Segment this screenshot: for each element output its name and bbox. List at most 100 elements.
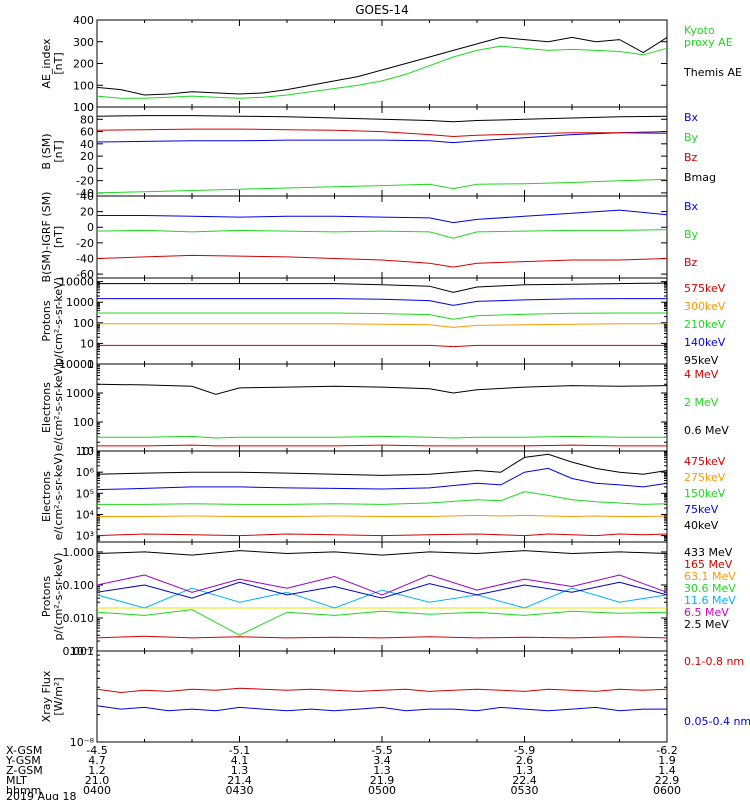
series-line-475keV <box>96 533 668 537</box>
y-tick-label: 20 <box>80 206 94 219</box>
y-axis-label: Electrons <box>40 471 53 522</box>
series-line-75keV <box>96 467 668 491</box>
legend-entry: 275keV <box>684 471 726 484</box>
series-line-2.5-MeV <box>96 581 668 599</box>
legend-entry: 300keV <box>684 300 726 313</box>
footer-value: -6.2 <box>656 744 677 757</box>
legend-entry: proxy AE <box>684 36 733 49</box>
panel-7: 0.001 0.010 0.100 1.000 Protons p/(cm²-s-sr-k… <box>40 541 736 658</box>
y-axis-label: e/(cm²-s-sr-keV) <box>52 453 65 541</box>
series-line-95keV <box>97 282 668 293</box>
footer-value: 22.9 <box>655 774 680 787</box>
series-line-30.6-MeV <box>96 609 668 636</box>
y-axis-label: Protons <box>40 300 53 341</box>
y-tick-label: 40 <box>80 138 94 151</box>
legend-entry: 95keV <box>684 354 719 367</box>
legend-entry: 2.5 MeV <box>684 618 729 631</box>
footer-value: -5.1 <box>229 744 250 757</box>
footer-value: 0400 <box>83 784 111 797</box>
y-tick-label: 0 <box>87 101 94 114</box>
legend-entry: 575keV <box>684 282 726 295</box>
footer-value: 1.3 <box>373 764 391 777</box>
legend-entry: 475keV <box>684 455 726 468</box>
series-line-4-MeV <box>97 444 667 447</box>
footer-value: 1.2 <box>88 764 106 777</box>
footer-value: 0430 <box>226 784 254 797</box>
series-line-Bx <box>97 209 668 224</box>
legend-entry: 11.6 MeV <box>684 594 736 607</box>
legend-entry: Bz <box>684 256 698 269</box>
series-line-210keV <box>97 312 667 320</box>
y-axis-label: [nT] <box>52 52 65 74</box>
series-line-Bz <box>96 128 668 138</box>
panel-5: 10 100 1000 10000 Electrons e/(cm²-s-sr-keV) 4… <box>40 358 729 458</box>
y-axis-label: [nT] <box>52 140 65 162</box>
orbit-footer: X-GSM -4.5 -5.1 -5.5 -5.9 -6.2 Y-GSM 4.7 4.1 3.4 2… <box>5 744 681 800</box>
legend-entry: 75keV <box>684 503 719 516</box>
series-line-Kyoto-proxy-AE <box>96 45 668 99</box>
panel-4: 1 10 100 1000 10000 Protons p/(cm²-s-sr-keV) 57… <box>40 276 726 371</box>
panel-6: 10³ 10⁴ 10⁵ 10⁶ 10⁷ Electrons e/(cm²-s-sr-keV)… <box>40 445 726 543</box>
y-tick-label: 1000 <box>66 296 94 309</box>
legend-entry: 433 MeV <box>684 546 733 559</box>
series-line-140keV <box>97 298 667 306</box>
panel-frame <box>96 106 668 197</box>
legend-entry: Bx <box>684 111 699 124</box>
y-tick-label: 10⁻⁸ <box>70 736 95 749</box>
footer-value: 4.7 <box>88 754 106 767</box>
footer-value: 21.4 <box>227 774 252 787</box>
series-line-433-MeV <box>96 550 668 556</box>
y-tick-label: -40 <box>76 187 94 200</box>
y-axis-label: B(SM)-IGRF (SM) <box>40 192 53 283</box>
footer-value: -4.5 <box>86 744 107 757</box>
footer-value: -5.9 <box>514 744 535 757</box>
footer-value: 2.6 <box>516 754 534 767</box>
panel-frame <box>96 363 668 452</box>
footer-value: 1.9 <box>658 754 676 767</box>
y-tick-label: -60 <box>76 268 94 281</box>
footer-value: 21.9 <box>370 774 395 787</box>
y-tick-label: 1.000 <box>63 546 95 559</box>
legend-entry: 165 MeV <box>684 558 733 571</box>
y-axis-label: Electrons <box>40 382 53 433</box>
y-axis-label: [W/m²] <box>52 677 65 715</box>
y-axis-label: AE_index <box>40 38 53 89</box>
y-tick-label: 40 <box>80 190 94 203</box>
y-tick-label: 400 <box>73 14 94 27</box>
series-line-Bmag <box>96 115 668 123</box>
y-tick-label: 10³ <box>76 530 94 543</box>
y-tick-label: 1000 <box>66 387 94 400</box>
y-axis-label: Protons <box>40 576 53 617</box>
legend-entry: Kyoto <box>684 24 715 37</box>
y-tick-label: 200 <box>73 58 94 71</box>
series-line-0.05-0.4-nm <box>96 705 667 712</box>
y-tick-label: 10 <box>80 337 94 350</box>
footer-row-label: MLT <box>6 774 27 787</box>
legend-entry: 150keV <box>684 487 726 500</box>
y-tick-label: 100 <box>73 101 94 114</box>
footer-value: 1.3 <box>231 764 249 777</box>
y-tick-label: 80 <box>80 113 94 126</box>
y-tick-label: 10000 <box>59 358 94 371</box>
legend-entry: 210keV <box>684 318 726 331</box>
legend-entry: By <box>684 131 699 144</box>
panel-frame <box>96 650 668 743</box>
y-tick-label: 100 <box>73 317 94 330</box>
footer-value: 3.4 <box>373 754 391 767</box>
legend-entry: 63.1 MeV <box>684 570 736 583</box>
y-tick-label: 10⁴ <box>76 508 95 521</box>
series-line-Themis-AE <box>96 36 668 96</box>
series-line-6.5-MeV <box>96 574 668 596</box>
footer-date: 2019 Aug 18 <box>6 790 76 800</box>
legend-entry: Bz <box>684 151 698 164</box>
y-tick-label: 1 <box>87 358 94 371</box>
legend-entry: 40keV <box>684 519 719 532</box>
y-tick-label: 20 <box>80 150 94 163</box>
footer-value: 4.1 <box>231 754 249 767</box>
y-tick-label: 0.010 <box>63 612 95 625</box>
legend-entry: By <box>684 228 699 241</box>
footer-row-label: Y-GSM <box>5 754 41 767</box>
footer-value: 0500 <box>368 784 396 797</box>
